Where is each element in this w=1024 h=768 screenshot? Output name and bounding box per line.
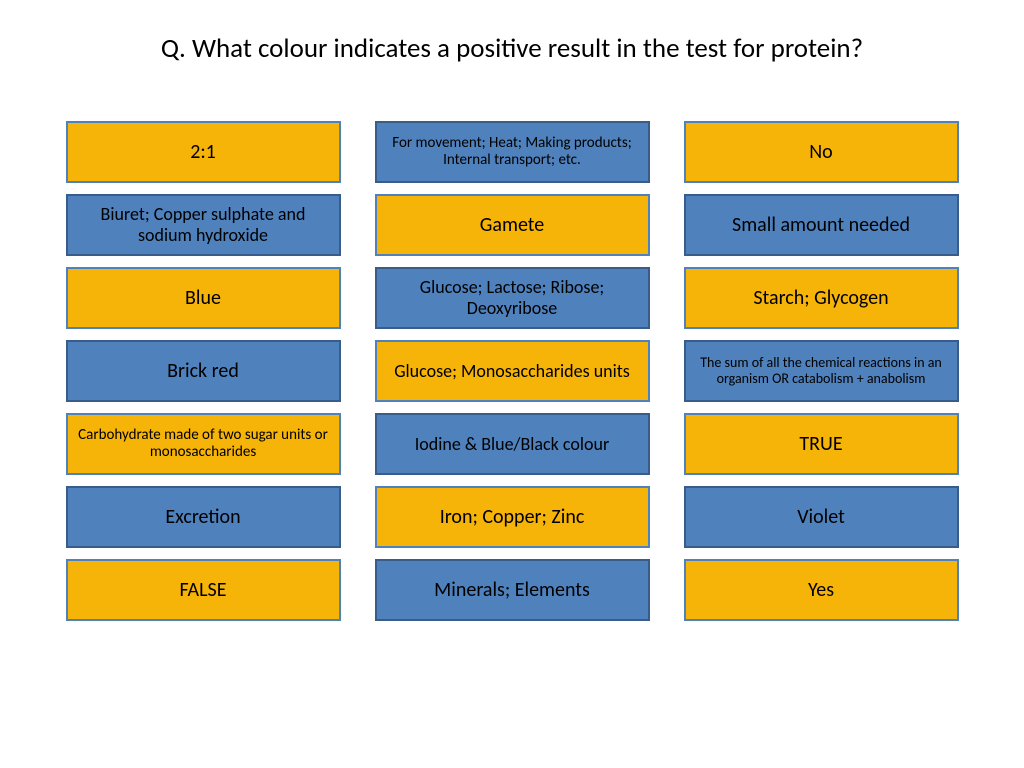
answer-card[interactable]: Iron; Copper; Zinc bbox=[375, 486, 650, 548]
answer-card[interactable]: Gamete bbox=[375, 194, 650, 256]
answer-card[interactable]: FALSE bbox=[66, 559, 341, 621]
answer-card[interactable]: Glucose; Monosaccharides units bbox=[375, 340, 650, 402]
answer-card[interactable]: Brick red bbox=[66, 340, 341, 402]
answer-card[interactable]: 2:1 bbox=[66, 121, 341, 183]
column-3: No Small amount needed Starch; Glycogen The… bbox=[684, 121, 959, 621]
answer-card[interactable]: Violet bbox=[684, 486, 959, 548]
answer-card[interactable]: The sum of all the chemical reactions in… bbox=[684, 340, 959, 402]
answer-grid: 2:1 Biuret; Copper sulphate and sodium hy… bbox=[48, 121, 976, 621]
answer-card[interactable]: Small amount needed bbox=[684, 194, 959, 256]
answer-card[interactable]: Blue bbox=[66, 267, 341, 329]
answer-card[interactable]: Iodine & Blue/Black colour bbox=[375, 413, 650, 475]
answer-card[interactable]: No bbox=[684, 121, 959, 183]
answer-card[interactable]: Biuret; Copper sulphate and sodium hydro… bbox=[66, 194, 341, 256]
column-2: For movement; Heat; Making products; Int… bbox=[375, 121, 650, 621]
answer-card[interactable]: Carbohydrate made of two sugar units or … bbox=[66, 413, 341, 475]
question-title: Q. What colour indicates a positive resu… bbox=[48, 32, 976, 65]
answer-card[interactable]: Yes bbox=[684, 559, 959, 621]
answer-card[interactable]: For movement; Heat; Making products; Int… bbox=[375, 121, 650, 183]
answer-card[interactable]: TRUE bbox=[684, 413, 959, 475]
answer-card[interactable]: Minerals; Elements bbox=[375, 559, 650, 621]
answer-card[interactable]: Starch; Glycogen bbox=[684, 267, 959, 329]
answer-card[interactable]: Glucose; Lactose; Ribose; Deoxyribose bbox=[375, 267, 650, 329]
answer-card[interactable]: Excretion bbox=[66, 486, 341, 548]
column-1: 2:1 Biuret; Copper sulphate and sodium hy… bbox=[66, 121, 341, 621]
